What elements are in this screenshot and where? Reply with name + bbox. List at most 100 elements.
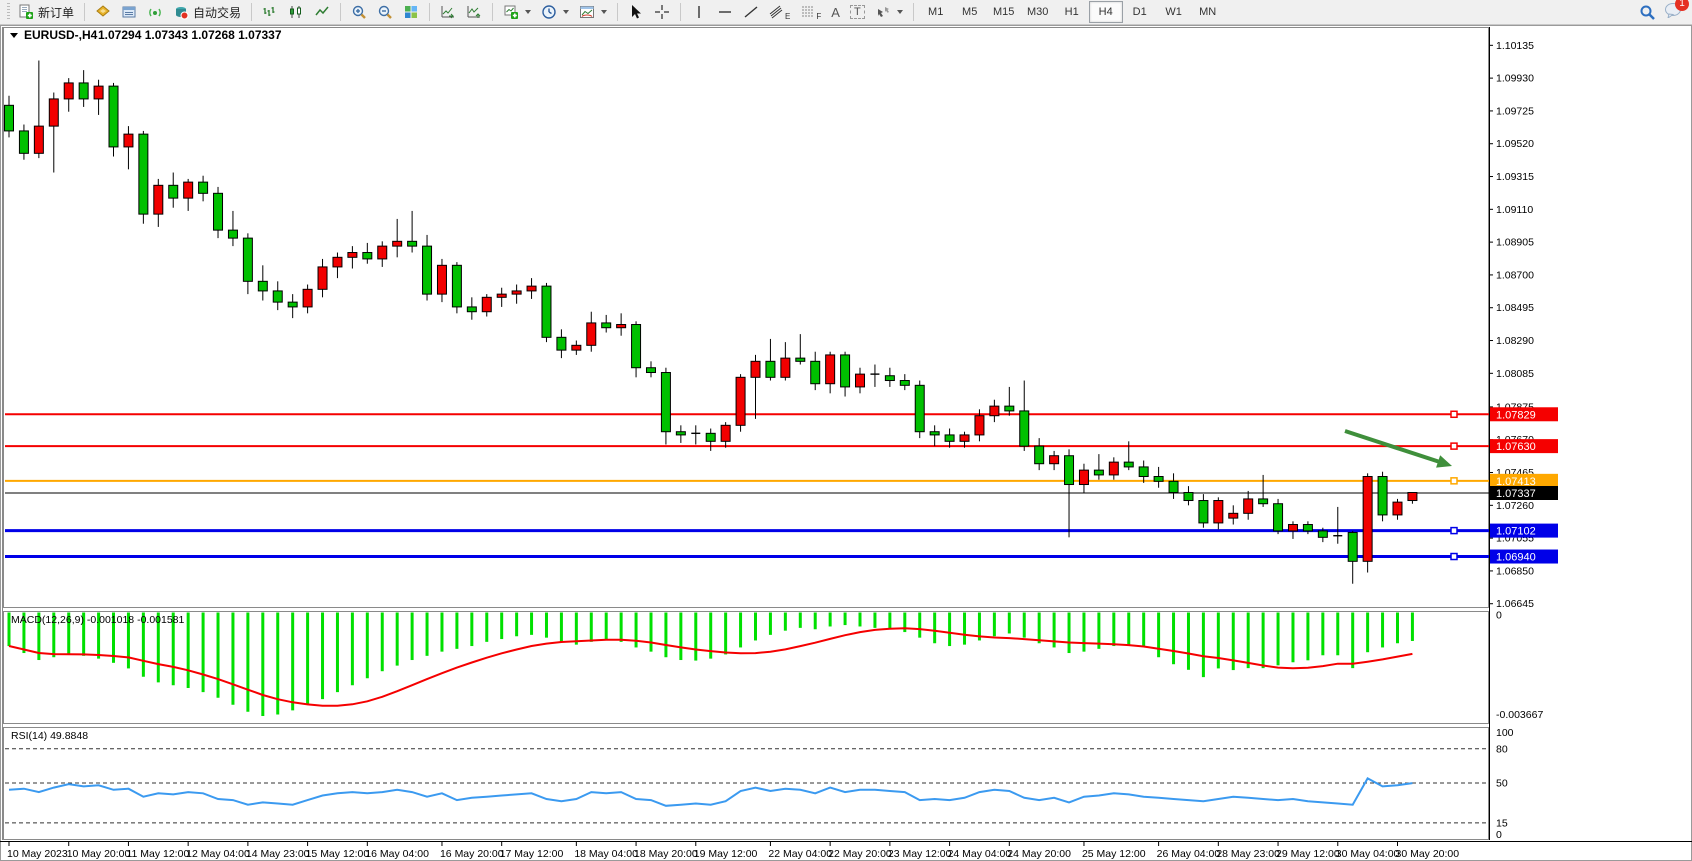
arrows-button[interactable] xyxy=(870,0,908,24)
time-label: 17 May 12:00 xyxy=(500,848,564,860)
text-label-button[interactable]: T xyxy=(845,0,870,24)
axis-label: 1.09520 xyxy=(1496,138,1534,150)
crosshair-button[interactable] xyxy=(649,0,675,24)
notifications-button[interactable]: 1 xyxy=(1664,0,1689,23)
bar-chart-button[interactable] xyxy=(257,0,283,24)
trendline-button[interactable] xyxy=(738,0,764,24)
new-order-button[interactable]: 新订单 xyxy=(13,0,79,24)
panel-frame xyxy=(3,611,1489,724)
horizontal-line-button[interactable] xyxy=(712,0,738,24)
chart-labels: EURUSD-,H4 1.07294 1.07343 1.07268 1.0733… xyxy=(10,28,282,742)
price-tag-text: 1.06940 xyxy=(1496,552,1536,564)
timeframe-M1[interactable]: M1 xyxy=(928,6,944,18)
line-chart-button[interactable] xyxy=(309,0,335,24)
axis-label: 1.10135 xyxy=(1496,40,1534,52)
vertical-line-icon xyxy=(698,6,700,18)
cursor-button[interactable] xyxy=(623,0,649,24)
line-handle[interactable] xyxy=(1450,526,1458,535)
timeframe-group: M1 M5 M15 M30 H1 H4 D1 W1 MN xyxy=(919,1,1225,23)
line-handle[interactable] xyxy=(1450,477,1458,485)
chart-shift-icon xyxy=(467,6,481,18)
label-tool-glyph: T xyxy=(849,5,865,19)
timeframe-M30[interactable]: M30 xyxy=(1026,6,1049,18)
trend-arrow-annotation xyxy=(1344,429,1452,468)
time-label: 30 May 20:00 xyxy=(1395,848,1459,860)
time-label: 26 May 04:00 xyxy=(1157,848,1221,860)
new-order-icon xyxy=(19,4,33,19)
line-handle[interactable] xyxy=(1450,410,1458,419)
line-handle[interactable] xyxy=(1450,552,1458,561)
time-label: 10 May 2023 xyxy=(7,848,68,860)
timeframe-D1[interactable]: D1 xyxy=(1132,6,1147,18)
separator xyxy=(340,3,342,21)
notification-badge: 1 xyxy=(1675,0,1689,11)
clock-icon xyxy=(542,5,556,19)
timeframe-H1[interactable]: H1 xyxy=(1064,6,1079,18)
line-handle[interactable] xyxy=(1450,442,1458,450)
price-axis: 1.10135 1.09930 1.09725 1.09520 1.09315 1.091… xyxy=(1489,27,1558,841)
price-tag-1.07829 xyxy=(1490,407,1558,422)
tile-windows-button[interactable] xyxy=(398,0,424,24)
auto-scroll-button[interactable] xyxy=(435,0,461,24)
data-window-icon xyxy=(122,6,136,18)
rsi-panel xyxy=(5,748,1489,824)
time-label: 16 May 04:00 xyxy=(365,848,429,860)
time-label: 15 May 12:00 xyxy=(306,848,370,860)
dropdown-caret xyxy=(563,10,570,14)
search-icon[interactable] xyxy=(1639,4,1656,21)
price-tag-1.07630 xyxy=(1490,439,1558,454)
data-window-button[interactable] xyxy=(116,0,142,24)
price-tag-1.07413 xyxy=(1490,473,1558,488)
fibo-glyph: F xyxy=(816,11,822,21)
rsi-line xyxy=(8,777,1413,807)
market-watch-button[interactable] xyxy=(90,0,116,24)
price-tag-1.07102 xyxy=(1490,523,1558,538)
periods-button[interactable] xyxy=(536,0,574,24)
axis-label: 1.08495 xyxy=(1496,302,1534,314)
cursor-arrow-icon xyxy=(632,5,642,19)
time-label: 25 May 12:00 xyxy=(1082,848,1146,860)
separator xyxy=(492,3,494,21)
axis-label: 1.09725 xyxy=(1496,105,1534,117)
new-chart-button[interactable] xyxy=(498,0,536,24)
candlestick-chart-button[interactable] xyxy=(283,0,309,24)
text-tool-glyph: A xyxy=(831,4,840,20)
candles xyxy=(4,60,1418,584)
channel-glyph: E xyxy=(785,11,791,21)
timeframe-H4[interactable]: H4 xyxy=(1088,1,1123,23)
zoom-out-button[interactable] xyxy=(372,0,398,24)
fibonacci-button[interactable]: F xyxy=(795,0,826,24)
equidistant-channel-button[interactable]: E xyxy=(764,0,795,24)
timeframe-MN[interactable]: MN xyxy=(1199,6,1217,18)
rsi-axis-15: 15 xyxy=(1496,817,1508,829)
chart-title-ohlc: 1.07294 1.07343 1.07268 1.07337 xyxy=(98,28,282,42)
price-chart[interactable]: 1.10135 1.09930 1.09725 1.09520 1.09315 1.091… xyxy=(0,25,1692,861)
macd-signal-line xyxy=(8,627,1413,707)
new-order-label: 新订单 xyxy=(38,5,75,20)
arrows-tool-icon xyxy=(877,7,889,17)
macd-panel xyxy=(7,612,1414,716)
autotrading-button[interactable]: 自动交易 xyxy=(168,0,246,24)
timeframe-M5[interactable]: M5 xyxy=(962,6,978,18)
axis-label: 1.08290 xyxy=(1496,335,1534,347)
separator xyxy=(617,3,619,21)
chart-title-symbol: EURUSD-,H4 xyxy=(24,28,98,42)
vertical-line-button[interactable] xyxy=(686,0,712,24)
time-label: 16 May 20:00 xyxy=(440,848,504,860)
navigator-button[interactable] xyxy=(142,0,168,24)
axis-label: 1.08905 xyxy=(1496,237,1534,249)
autotrading-label: 自动交易 xyxy=(193,5,242,20)
fibonacci-icon xyxy=(802,6,814,17)
timeframe-M15[interactable]: M15 xyxy=(992,6,1015,18)
price-tag-1.07337 xyxy=(1490,486,1558,500)
tile-windows-icon xyxy=(405,6,418,18)
symbol-dropdown-icon[interactable] xyxy=(10,33,18,38)
zoom-out-icon xyxy=(378,5,392,19)
text-button[interactable]: A xyxy=(826,0,845,24)
templates-button[interactable] xyxy=(574,0,612,24)
zoom-in-button[interactable] xyxy=(346,0,372,24)
timeframe-W1[interactable]: W1 xyxy=(1165,6,1182,18)
chart-shift-button[interactable] xyxy=(461,0,487,24)
